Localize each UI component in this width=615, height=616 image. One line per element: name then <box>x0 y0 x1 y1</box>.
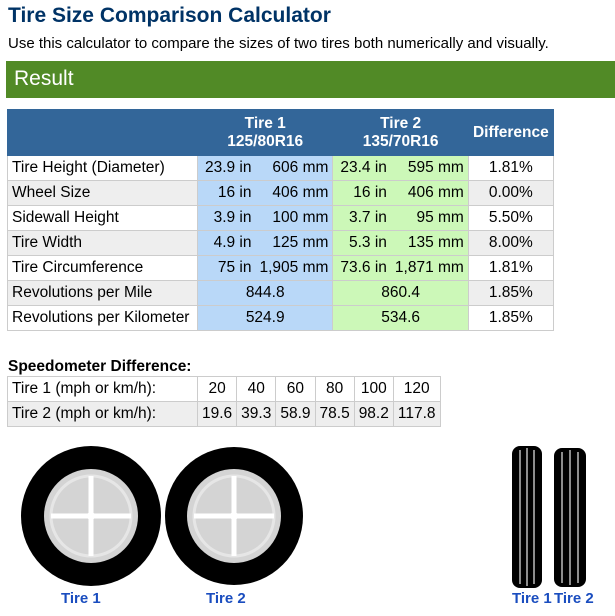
speed-value: 58.9 <box>275 401 316 427</box>
tire2-mm-value: 406 mm <box>390 180 469 206</box>
header-tire1-name: Tire 1 <box>244 114 286 132</box>
table-row: Tire 1 (mph or km/h): 20 40 60 80 100 12… <box>7 376 441 402</box>
table-row: Sidewall Height 3.9 in 100 mm 3.7 in 95 … <box>7 205 554 231</box>
speed-value: 39.3 <box>236 401 277 427</box>
speedometer-table: Tire 1 (mph or km/h): 20 40 60 80 100 12… <box>7 376 441 427</box>
speed-value: 20 <box>196 376 238 402</box>
speed-value: 78.5 <box>314 401 355 427</box>
tire-visual-comparison: Tire 1 Tire 2 Tire 1 Tire 2 <box>0 440 615 616</box>
difference-value: 1.81% <box>467 155 554 181</box>
tire2-in-value: 23.4 in <box>332 155 391 181</box>
difference-value: 1.85% <box>467 280 554 306</box>
tire2-in-value: 5.3 in <box>332 230 391 256</box>
tire2-hub <box>230 512 238 520</box>
row-label: Tire Circumference <box>7 255 198 281</box>
side-tire2-label: Tire 2 <box>206 590 246 607</box>
tire1-revolutions-value: 524.9 <box>196 305 334 331</box>
speed-value: 98.2 <box>353 401 394 427</box>
difference-value: 8.00% <box>467 230 554 256</box>
header-difference: Difference <box>467 109 554 156</box>
table-row: Tire Circumference 75 in 1,905 mm 73.6 i… <box>7 255 554 281</box>
row-label: Tire Height (Diameter) <box>7 155 198 181</box>
difference-value: 5.50% <box>467 205 554 231</box>
speed-row-label: Tire 1 (mph or km/h): <box>7 376 198 402</box>
row-label: Revolutions per Mile <box>7 280 198 306</box>
header-tire2-size: 135/70R16 <box>362 132 439 150</box>
front-view-tire2 <box>554 448 586 587</box>
speed-value: 100 <box>353 376 394 402</box>
row-label: Tire Width <box>7 230 198 256</box>
tire1-in-value: 23.9 in <box>197 155 256 181</box>
tire-visual-svg <box>21 446 586 588</box>
header-blank-cell <box>7 109 198 156</box>
tire1-mm-value: 406 mm <box>255 180 334 206</box>
speed-value: 80 <box>314 376 355 402</box>
tire1-in-value: 16 in <box>197 180 256 206</box>
speedometer-title: Speedometer Difference: <box>8 358 192 375</box>
speed-row-label: Tire 2 (mph or km/h): <box>7 401 198 427</box>
speed-value: 40 <box>236 376 277 402</box>
header-tire2-name: Tire 2 <box>380 114 422 132</box>
row-label: Revolutions per Kilometer <box>7 305 198 331</box>
tire1-in-value: 3.9 in <box>197 205 256 231</box>
front-tire1-label: Tire 1 <box>512 590 552 607</box>
difference-value: 0.00% <box>467 180 554 206</box>
tire1-hub <box>87 512 95 520</box>
tire2-mm-value: 595 mm <box>390 155 469 181</box>
table-row: Revolutions per Kilometer 524.9 534.6 1.… <box>7 305 554 331</box>
tire1-revolutions-value: 844.8 <box>196 280 334 306</box>
tire2-revolutions-value: 534.6 <box>332 305 469 331</box>
result-heading: Result <box>6 61 615 98</box>
side-view-tire2 <box>165 447 303 585</box>
tire2-in-value: 16 in <box>332 180 391 206</box>
comparison-table: Tire 1 125/80R16 Tire 2 135/70R16 Differ… <box>7 109 554 331</box>
tire2-mm-value: 135 mm <box>390 230 469 256</box>
header-tire1-size: 125/80R16 <box>227 132 304 150</box>
speed-value: 19.6 <box>196 401 238 427</box>
row-label: Sidewall Height <box>7 205 198 231</box>
tire1-in-value: 4.9 in <box>197 230 256 256</box>
row-label: Wheel Size <box>7 180 198 206</box>
side-view-tire1 <box>21 446 161 586</box>
front-tire2-label: Tire 2 <box>554 590 594 607</box>
tire1-in-value: 75 in <box>197 255 256 281</box>
table-row: Tire Height (Diameter) 23.9 in 606 mm 23… <box>7 155 554 181</box>
side-tire1-label: Tire 1 <box>61 590 101 607</box>
table-row: Wheel Size 16 in 406 mm 16 in 406 mm 0.0… <box>7 180 554 206</box>
speed-value: 117.8 <box>392 401 441 427</box>
header-tire1: Tire 1 125/80R16 <box>196 109 334 156</box>
tire2-revolutions-value: 860.4 <box>332 280 469 306</box>
tire1-mm-value: 606 mm <box>255 155 334 181</box>
tire2-mm-value: 95 mm <box>390 205 469 231</box>
header-tire2: Tire 2 135/70R16 <box>332 109 469 156</box>
page-subtitle: Use this calculator to compare the sizes… <box>8 35 549 52</box>
tire2-in-value: 3.7 in <box>332 205 391 231</box>
difference-value: 1.81% <box>467 255 554 281</box>
speed-value: 120 <box>392 376 441 402</box>
tire1-mm-value: 100 mm <box>255 205 334 231</box>
tire1-mm-value: 125 mm <box>255 230 334 256</box>
table-row: Tire 2 (mph or km/h): 19.6 39.3 58.9 78.… <box>7 401 441 427</box>
table-row: Tire Width 4.9 in 125 mm 5.3 in 135 mm 8… <box>7 230 554 256</box>
tire2-in-value: 73.6 in <box>332 255 391 281</box>
difference-value: 1.85% <box>467 305 554 331</box>
tire1-mm-value: 1,905 mm <box>255 255 334 281</box>
front-view-tire1 <box>512 446 542 588</box>
table-row: Revolutions per Mile 844.8 860.4 1.85% <box>7 280 554 306</box>
speed-value: 60 <box>275 376 316 402</box>
page-title: Tire Size Comparison Calculator <box>8 4 331 27</box>
tire2-mm-value: 1,871 mm <box>390 255 469 281</box>
